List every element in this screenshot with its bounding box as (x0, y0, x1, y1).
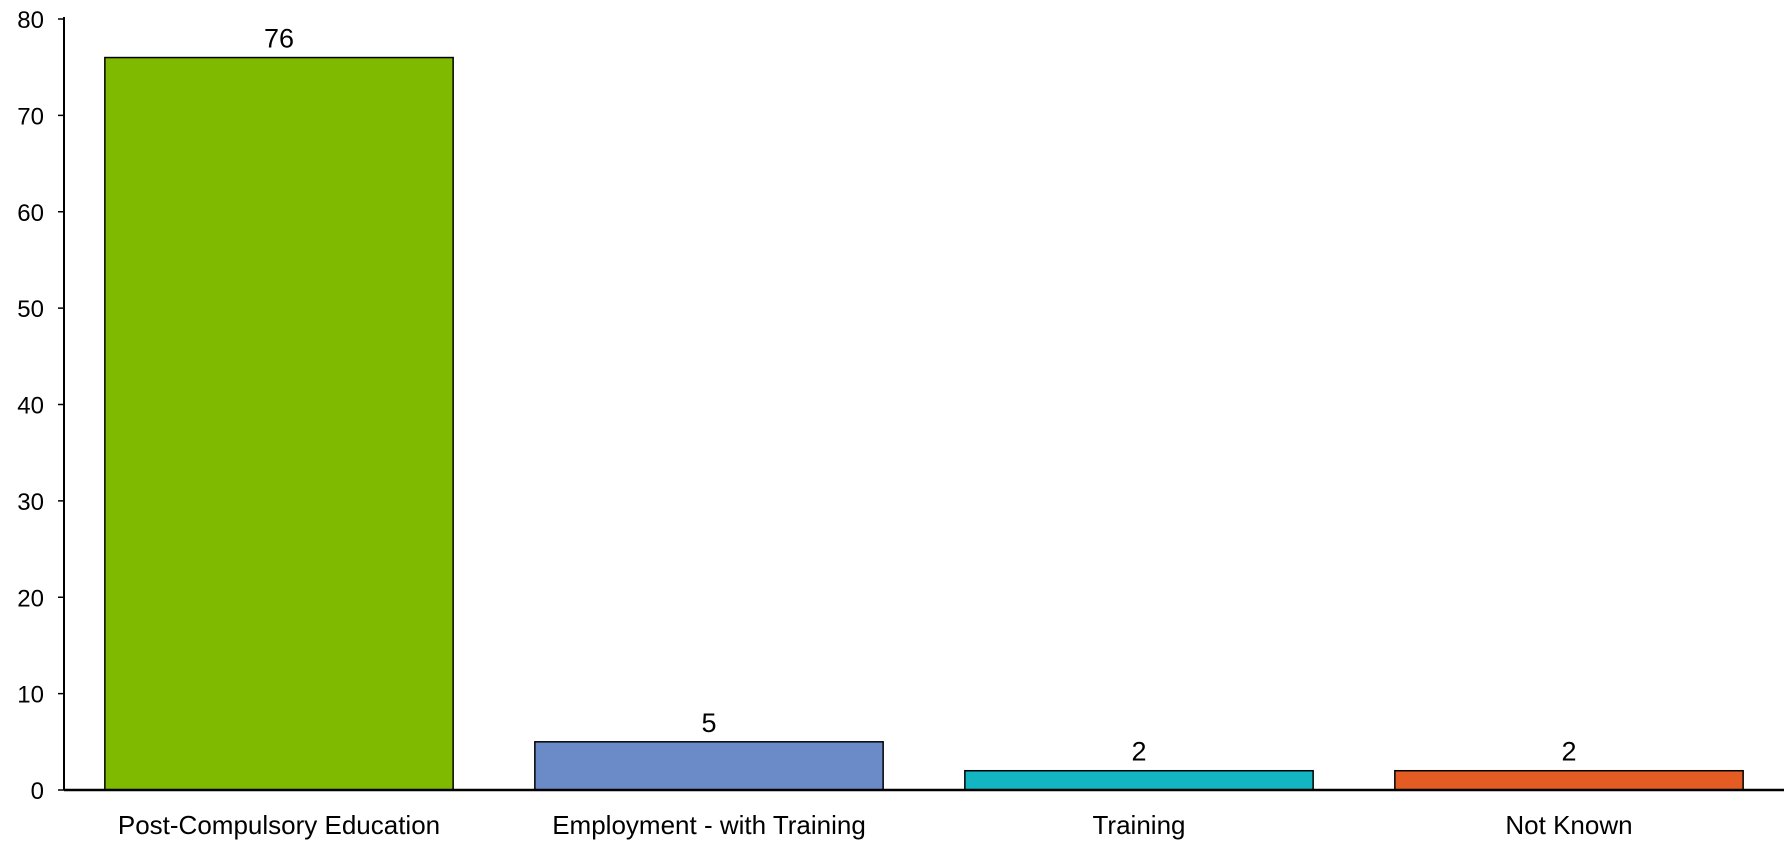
x-tick-label: Not Known (1505, 810, 1632, 840)
y-tick-label: 20 (17, 585, 44, 612)
y-tick-label: 40 (17, 393, 44, 420)
data-labels-group: 76 5 2 2 (264, 24, 1577, 767)
x-tick-label: Post-Compulsory Education (118, 810, 440, 840)
y-tick-label: 0 (31, 778, 44, 805)
data-label: 2 (1131, 737, 1146, 767)
x-labels-group: Post-Compulsory Education Employment - wi… (118, 810, 1633, 840)
x-tick-label: Employment - with Training (552, 810, 866, 840)
y-tick-label: 80 (17, 7, 44, 34)
x-tick-label: Training (1093, 810, 1186, 840)
y-tick-label: 60 (17, 200, 44, 227)
y-tick-label: 70 (17, 103, 44, 130)
data-label: 76 (264, 24, 294, 54)
y-ticks-group: 0 10 20 30 40 50 60 70 80 (17, 7, 64, 805)
bars-group (104, 56, 1744, 791)
y-tick-label: 30 (17, 489, 44, 516)
bar (964, 769, 1314, 791)
bar (1394, 769, 1744, 791)
data-label: 2 (1561, 737, 1576, 767)
bar (104, 56, 454, 791)
bar (534, 741, 884, 791)
data-label: 5 (701, 708, 716, 738)
y-tick-label: 50 (17, 296, 44, 323)
y-tick-label: 10 (17, 682, 44, 709)
